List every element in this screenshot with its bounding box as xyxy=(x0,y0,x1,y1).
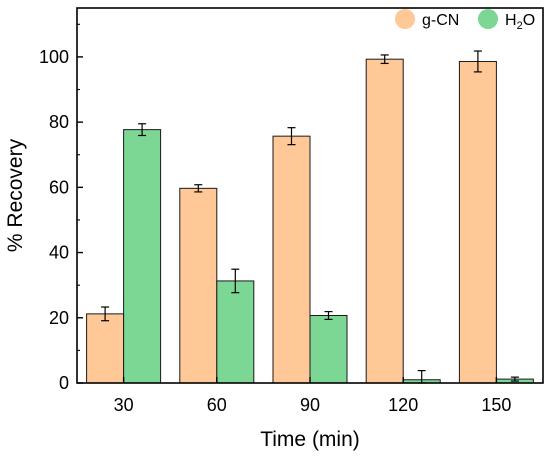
x-axis-ticks: 30 60 90 120 150 xyxy=(114,377,511,415)
x-tick-label: 60 xyxy=(207,395,227,415)
legend-swatch-h2o xyxy=(478,9,498,29)
x-tick-label: 90 xyxy=(300,395,320,415)
y-tick-label: 80 xyxy=(49,112,69,132)
error-bars-layer xyxy=(101,50,519,384)
x-tick-label: 30 xyxy=(114,395,134,415)
legend: g-CN H2O xyxy=(395,9,535,32)
y-axis-ticks: 0 20 40 60 80 100 xyxy=(39,23,83,393)
bar xyxy=(272,135,311,384)
legend-label-part: 2 xyxy=(517,20,523,32)
legend-label-gcn: g-CN xyxy=(422,12,459,29)
bar xyxy=(309,315,348,384)
y-tick-label: 60 xyxy=(49,177,69,197)
y-tick-label: 0 xyxy=(59,373,69,393)
x-axis-title: Time (min) xyxy=(260,428,360,451)
bars-layer xyxy=(86,58,534,384)
legend-swatch-gcn xyxy=(395,9,415,29)
y-tick-label: 20 xyxy=(49,308,69,328)
x-tick-label: 120 xyxy=(388,395,418,415)
bar xyxy=(458,60,497,384)
legend-label-h2o: H2O xyxy=(505,12,535,32)
legend-label-part: O xyxy=(523,12,535,29)
y-tick-label: 40 xyxy=(49,243,69,263)
legend-label-part: H xyxy=(505,12,517,29)
bar xyxy=(365,58,404,384)
bar xyxy=(216,280,255,384)
bar xyxy=(86,313,125,384)
y-tick-label: 100 xyxy=(39,47,69,67)
y-axis-title: % Recovery xyxy=(4,138,27,252)
bar xyxy=(179,187,218,384)
x-tick-label: 150 xyxy=(481,395,511,415)
bar xyxy=(123,129,162,384)
